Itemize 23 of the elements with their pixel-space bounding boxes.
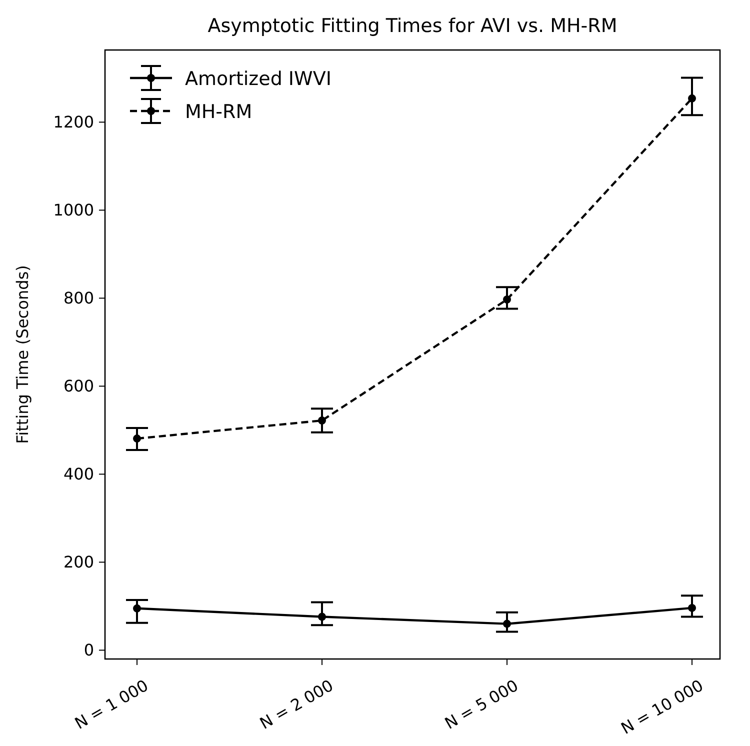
- y-tick-label: 200: [63, 552, 94, 572]
- legend-label: MH-RM: [185, 101, 252, 123]
- point: [133, 604, 141, 612]
- point: [688, 94, 696, 102]
- y-tick-label: 0: [84, 640, 94, 660]
- point: [688, 604, 696, 612]
- legend-label: Amortized IWVI: [185, 68, 332, 90]
- y-tick-label: 400: [63, 464, 94, 484]
- y-axis-title: Fitting Time (Seconds): [13, 265, 32, 444]
- y-tick-label: 600: [63, 376, 94, 396]
- point: [318, 612, 326, 621]
- point: [503, 295, 511, 304]
- y-tick-label: 1000: [53, 200, 94, 220]
- y-tick-label: 800: [63, 288, 94, 308]
- point: [133, 434, 141, 443]
- x-tick-label: N = 2 000: [256, 676, 336, 733]
- x-tick-label: N = 10 000: [618, 676, 706, 738]
- x-tick-label: N = 1 000: [72, 676, 152, 733]
- x-tick-label: N = 5 000: [442, 676, 522, 733]
- chart-title: Asymptotic Fitting Times for AVI vs. MH-RM: [208, 15, 618, 37]
- point: [318, 416, 326, 425]
- y-tick-label: 1200: [53, 112, 94, 132]
- point: [503, 620, 511, 628]
